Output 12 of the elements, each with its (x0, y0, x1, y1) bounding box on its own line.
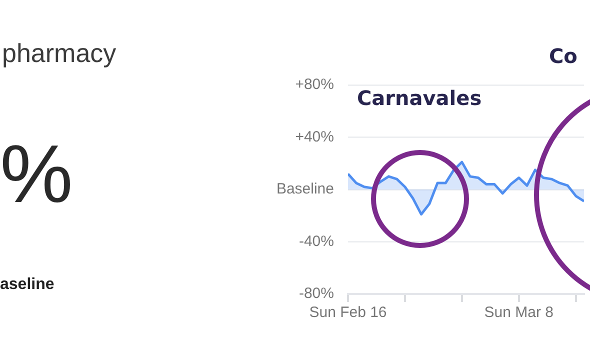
text: % (0, 128, 73, 222)
text: pharmacy (2, 38, 116, 69)
x-tick-label: Sun Mar 8 (484, 304, 554, 322)
text: aseline (0, 276, 54, 294)
y-tick-label: -40% (298, 232, 334, 250)
annotation: Carnavales (357, 86, 482, 110)
x-tick-label: Sun Feb 16 (309, 304, 387, 322)
y-tick-label: +40% (295, 128, 334, 146)
y-tick-label: +80% (295, 76, 334, 94)
y-tick-label: -80% (298, 285, 334, 302)
text: Co (549, 44, 578, 68)
y-tick-label: Baseline (276, 180, 334, 198)
